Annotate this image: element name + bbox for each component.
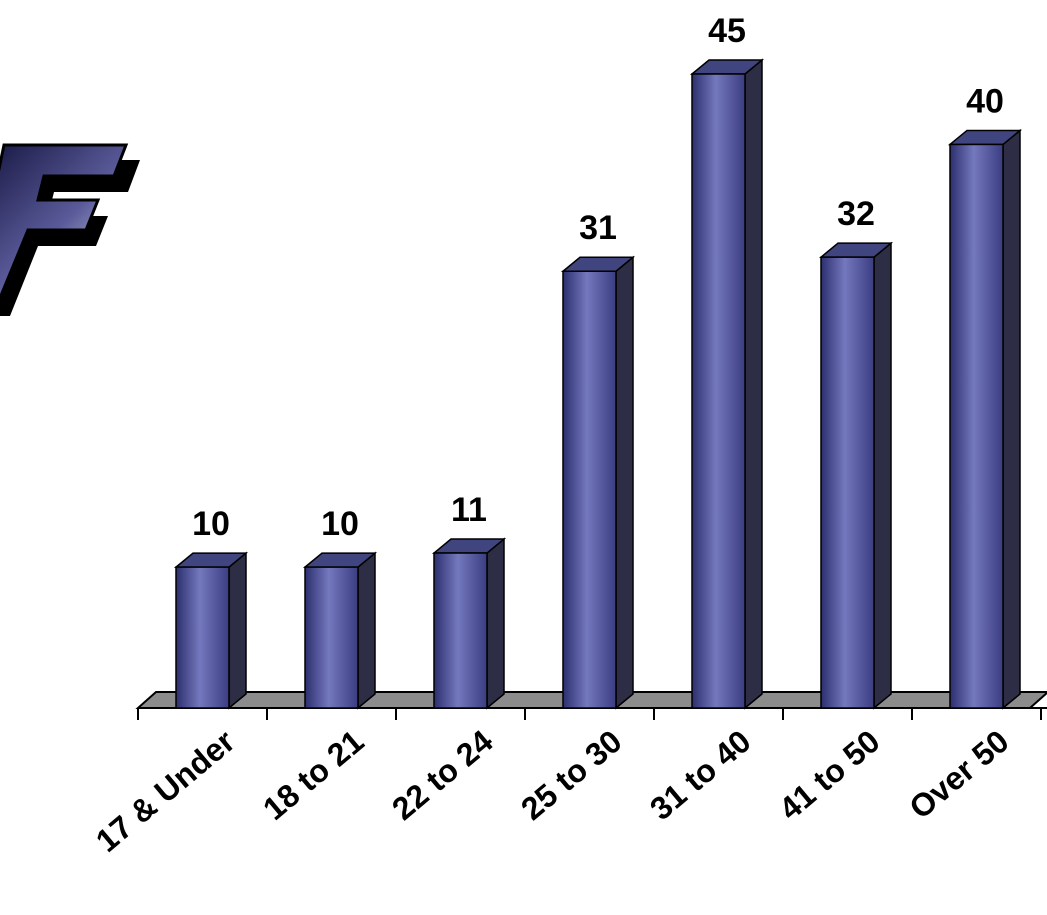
bar — [689, 58, 765, 710]
category-labels: 17 & Under 18 to 21 22 to 24 25 to 30 31 to … — [89, 723, 1016, 859]
bar — [947, 128, 1023, 710]
bar-front — [304, 566, 359, 709]
data-label: 32 — [837, 195, 875, 233]
bar — [818, 241, 894, 710]
category-label: 17 & Under — [89, 723, 242, 859]
category-label: Over 50 — [902, 723, 1015, 826]
bar — [173, 551, 249, 710]
data-label: 45 — [708, 12, 746, 50]
bar-front — [175, 566, 230, 709]
bar-side — [486, 537, 505, 710]
bar-front — [949, 143, 1004, 709]
bar — [560, 255, 636, 710]
ff-logo-icon — [0, 143, 140, 316]
bar — [431, 537, 507, 710]
category-label: 22 to 24 — [385, 723, 500, 827]
data-label: 10 — [192, 505, 230, 543]
category-label: 25 to 30 — [514, 723, 628, 827]
bar-side — [1002, 128, 1021, 710]
category-label: 18 to 21 — [256, 723, 370, 827]
x-axis-ticks — [137, 708, 1042, 720]
bar-side — [228, 551, 247, 710]
data-labels: 10 10 11 31 45 32 40 — [192, 12, 1004, 543]
data-label: 31 — [579, 209, 617, 247]
category-label: 41 to 50 — [772, 723, 886, 827]
data-label: 11 — [451, 491, 487, 529]
bar — [302, 551, 378, 710]
category-label: 31 to 40 — [643, 723, 757, 827]
data-label: 10 — [321, 505, 359, 543]
bar-front — [433, 552, 488, 709]
bar-side — [357, 551, 376, 710]
bar-front — [820, 256, 875, 709]
bar-front — [691, 73, 746, 709]
data-label: 40 — [966, 82, 1004, 120]
bars — [173, 58, 1023, 710]
bar-side — [873, 241, 892, 710]
bar-side — [744, 58, 763, 710]
bar-front — [562, 270, 617, 709]
bar-side — [615, 255, 634, 710]
